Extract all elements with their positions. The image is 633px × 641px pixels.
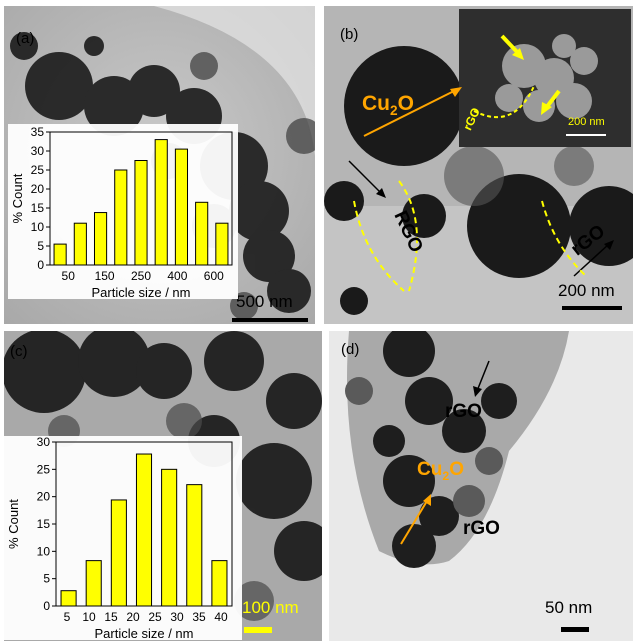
y-tick-label: 5 — [43, 572, 50, 586]
x-tick-label: 25 — [148, 610, 162, 624]
histogram-bar — [60, 590, 77, 607]
x-axis-label: Particle size / nm — [95, 626, 194, 640]
x-tick-label: 250 — [131, 269, 151, 283]
histogram-bar — [53, 243, 67, 266]
y-tick-label: 0 — [37, 258, 44, 272]
histogram-bar — [174, 148, 189, 266]
y-axis-label: % Count — [6, 499, 21, 549]
histogram-bar — [154, 139, 168, 266]
panel-a: (a) 500 nm 0 5 10 15 20 25 30 35 50 150 250 400 600 P… — [4, 6, 315, 324]
label-cu2o-d: Cu2O — [417, 459, 464, 483]
histogram-bar — [110, 499, 127, 607]
panel-d: (d) rGO Cu2O rGO 50 nm — [329, 331, 633, 641]
histogram-bar — [215, 222, 229, 266]
histogram-bar — [186, 484, 203, 607]
y-tick-label: 30 — [37, 436, 51, 449]
panel-b: (b) Cu2O RGO rGO rGO 200 nm 200 nm — [324, 6, 633, 324]
panel-b-label: (b) — [340, 26, 359, 43]
y-tick-label: 30 — [31, 144, 45, 158]
x-tick-label: 150 — [95, 269, 115, 283]
panel-c-scale-label: 100 nm — [242, 598, 299, 617]
histogram-bar — [135, 453, 153, 607]
y-tick-label: 5 — [37, 239, 44, 253]
histogram-bar — [85, 560, 102, 607]
inset-scale-label: 200 nm — [568, 116, 605, 128]
x-tick-label: 50 — [62, 269, 76, 283]
histogram-bar — [73, 222, 87, 266]
x-tick-label: 30 — [170, 610, 184, 624]
histogram-bar — [114, 169, 128, 266]
panel-a-scale-label: 500 nm — [236, 292, 293, 311]
panel-a-label: (a) — [16, 30, 35, 47]
x-tick-label: 35 — [192, 610, 206, 624]
panel-a-scale-bar — [232, 318, 308, 322]
histogram-bar — [211, 560, 228, 607]
x-tick-label: 10 — [82, 610, 96, 624]
histogram-bar — [93, 212, 108, 266]
label-rgo-top: rGO — [445, 401, 482, 422]
panel-b-image — [324, 6, 633, 324]
panel-c-label: (c) — [10, 343, 28, 360]
x-tick-label: 20 — [126, 610, 140, 624]
y-tick-label: 25 — [37, 462, 51, 476]
y-tick-label: 15 — [31, 201, 45, 215]
panel-d-image — [329, 331, 633, 641]
x-tick-label: 400 — [167, 269, 187, 283]
x-tick-label: 600 — [204, 269, 224, 283]
label-rgo-bottom: rGO — [463, 518, 500, 539]
y-tick-label: 10 — [31, 220, 45, 234]
y-tick-label: 20 — [31, 182, 45, 196]
y-tick-label: 35 — [31, 125, 45, 139]
y-tick-label: 0 — [43, 599, 50, 613]
panel-d-scale-label: 50 nm — [545, 598, 593, 617]
y-tick-label: 10 — [37, 544, 51, 558]
label-cu2o: Cu2O — [362, 92, 414, 119]
panel-d-label: (d) — [341, 341, 360, 358]
histogram-bar — [161, 468, 178, 607]
y-tick-label: 15 — [37, 517, 51, 531]
y-axis-label: % Count — [10, 173, 25, 223]
x-tick-label: 40 — [214, 610, 228, 624]
x-tick-label: 15 — [104, 610, 118, 624]
histogram-bar — [134, 160, 148, 266]
panel-b-scale-label: 200 nm — [558, 281, 615, 300]
panel-c: (c) 100 nm 0 5 10 15 20 25 30 5 10 15 20 25 30 35 40 Pa… — [4, 331, 322, 641]
histogram-bar — [195, 201, 209, 266]
y-tick-label: 20 — [37, 490, 51, 504]
y-tick-label: 25 — [31, 163, 45, 177]
x-axis-label: Particle size / nm — [92, 285, 191, 299]
x-tick-label: 5 — [64, 610, 71, 624]
histogram-a: 0 5 10 15 20 25 30 35 50 150 250 400 600 Particle siz… — [8, 124, 238, 299]
